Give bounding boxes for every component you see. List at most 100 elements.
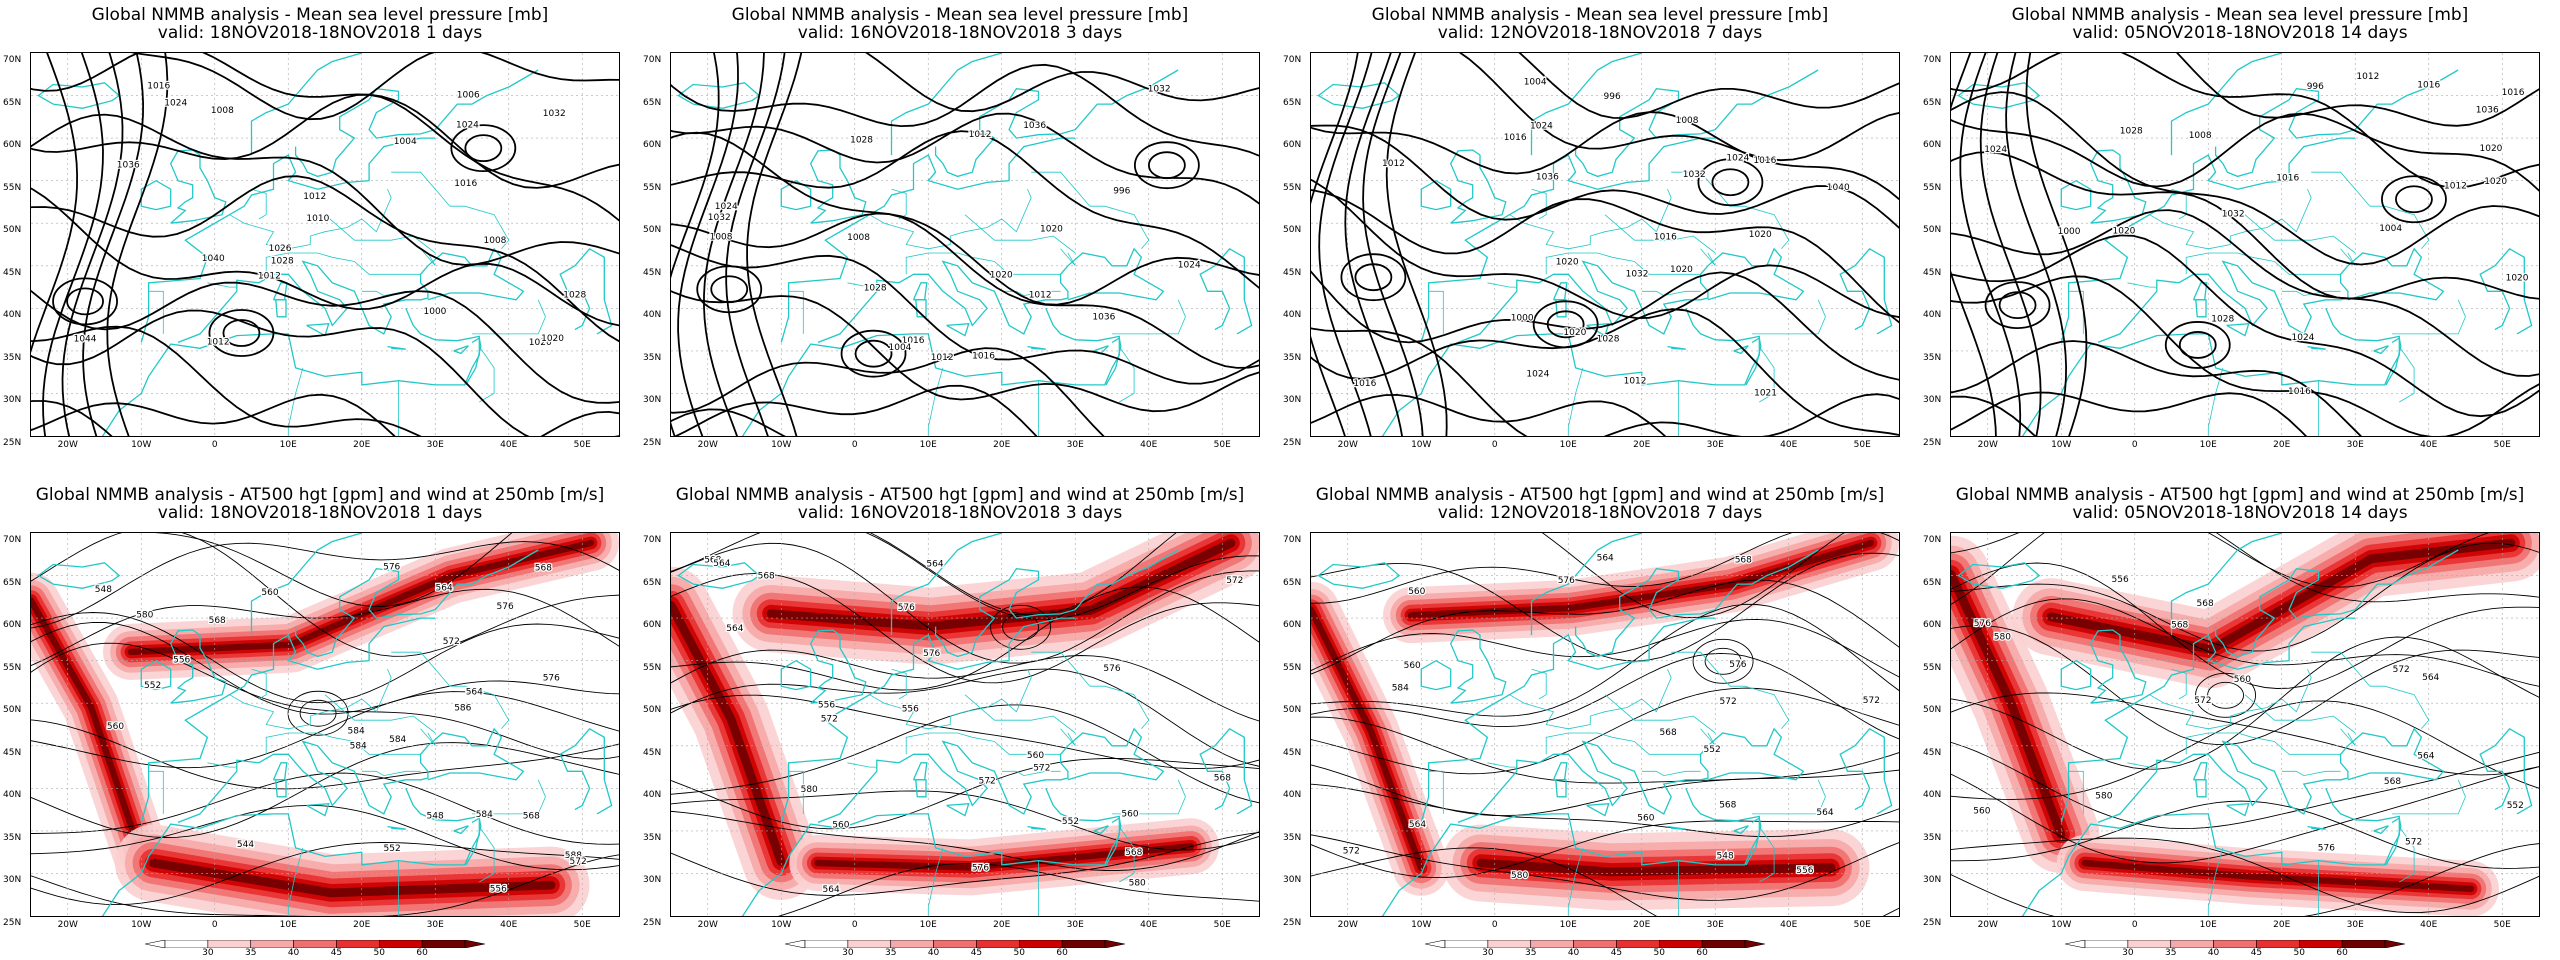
map-area: 1044 1040 1036 1032 1028 1024 1020 1016 1012 1008… <box>30 52 620 437</box>
contour-label: 564 <box>2417 752 2434 762</box>
lon-label: 10W <box>1411 920 1432 930</box>
contour-label: 1012 <box>1624 377 1647 387</box>
lat-label: 30N <box>643 395 662 405</box>
lon-label: 10E <box>279 440 297 450</box>
lat-label: 45N <box>643 267 662 278</box>
contour-label: 1016 <box>2417 80 2440 90</box>
contour-label: 564 <box>2422 673 2439 683</box>
contour-label: 552 <box>144 681 161 691</box>
lat-label: 65N <box>3 97 22 108</box>
lat-label: 70N <box>643 535 662 545</box>
contour-label: 572 <box>821 714 838 724</box>
lat-label: 25N <box>3 437 22 448</box>
contour-label: 1012 <box>1029 290 1052 300</box>
contour-label: 1016 <box>2288 387 2311 397</box>
contour-label: 1004 <box>394 137 417 147</box>
colorbar-swatch <box>804 940 849 948</box>
lon-label: 40E <box>1780 440 1798 450</box>
contour-label: 586 <box>454 704 471 714</box>
colorbar-swatch <box>1530 940 1574 948</box>
contour-label: 544 <box>237 840 254 850</box>
lat-label: 70N <box>643 55 662 65</box>
contour-label: 568 <box>704 556 721 566</box>
colorbar-swatch <box>421 940 466 948</box>
lon-label: 30E <box>2346 440 2364 450</box>
contour-label: 548 <box>1717 852 1734 862</box>
lon-label: 40E <box>1140 440 1158 450</box>
lat-label: 30N <box>1923 395 1942 405</box>
contour-label: 1012 <box>2444 182 2467 192</box>
contour-label: 572 <box>2405 838 2422 848</box>
contour-label: 1012 <box>1382 159 1405 169</box>
contour-label: 560 <box>1637 814 1654 824</box>
contour-label: 1016 <box>1353 379 1376 389</box>
contour-label: 1000 <box>2058 227 2081 237</box>
contour-label: 1024 <box>1726 153 1749 163</box>
contour-label: 576 <box>383 562 400 572</box>
contour-label: 560 <box>1404 661 1421 671</box>
panel-title: Global NMMB analysis - AT500 hgt [gpm] a… <box>1315 485 1885 505</box>
lat-label: 30N <box>1923 875 1942 885</box>
contour-label: 552 <box>1062 817 1079 827</box>
contour-label: 1012 <box>2356 72 2379 82</box>
contour-label: 1016 <box>902 336 925 346</box>
contour-label: 568 <box>1214 774 1231 784</box>
contour-label: 552 <box>2507 801 2524 811</box>
contour-label: 1040 <box>202 254 225 264</box>
map-area: 1016 1020 1024 1016 1032 1036 1040 1032 1028 1024… <box>1310 52 1900 437</box>
contour-label: 1032 <box>1626 270 1649 280</box>
map-svg: 1028 1032 1036 1036 1032 1028 1024 1020 1016 1012… <box>671 53 1259 436</box>
contour-label: 584 <box>389 735 406 745</box>
lon-label: 10W <box>771 440 792 450</box>
contour-label: 572 <box>443 637 460 647</box>
contour-label: 580 <box>1511 871 1528 881</box>
lat-label: 30N <box>3 875 22 885</box>
panel-title: Global NMMB analysis - AT500 hgt [gpm] a… <box>1955 485 2525 505</box>
wind-colorbar: 30 35 40 45 50 60 <box>1425 940 1765 958</box>
map-area: 580 584 576 572 568 584 588 544 548 552 556 560 564 5… <box>30 532 620 917</box>
lon-label: 30E <box>1066 440 1084 450</box>
panel-valid: valid: 05NOV2018-18NOV2018 14 days <box>2072 503 2408 523</box>
contour-label: 568 <box>2384 777 2401 787</box>
contour-label: 572 <box>979 777 996 787</box>
lat-label: 60N <box>3 620 22 630</box>
contour-label: 1024 <box>1526 369 1549 379</box>
lat-label: 30N <box>1283 395 1302 405</box>
colorbar-label: 40 <box>2207 948 2220 958</box>
panel-title: Global NMMB analysis - Mean sea level pr… <box>731 5 1189 25</box>
contour-label: 1012 <box>969 130 992 140</box>
lon-label: 20E <box>2273 920 2291 930</box>
lat-label: 25N <box>1923 917 1942 928</box>
lat-label: 60N <box>1283 620 1302 630</box>
contour-label: 996 <box>2307 82 2324 92</box>
contour-label: 1028 <box>2211 315 2234 325</box>
contour-label: 1032 <box>1683 170 1706 180</box>
colorbar-swatch <box>207 940 252 948</box>
lon-label: 10W <box>131 920 152 930</box>
lat-label: 40N <box>3 790 22 800</box>
lon-label: 10W <box>2051 920 2072 930</box>
lat-label: 60N <box>1923 620 1942 630</box>
lat-label: 65N <box>1283 577 1302 588</box>
lon-label: 20E <box>2273 440 2291 450</box>
contour-label: 1024 <box>1530 122 1553 132</box>
contour-label: 1016 <box>2502 88 2525 98</box>
lat-label: 40N <box>1283 310 1302 320</box>
contour-label: 568 <box>1125 848 1142 858</box>
lat-label: 50N <box>1283 705 1302 715</box>
contour-label: 1004 <box>889 343 912 353</box>
colorbar-swatch <box>1701 940 1746 948</box>
lon-label: 40E <box>2420 920 2438 930</box>
colorbar-label: 35 <box>1524 948 1537 958</box>
map-area: 548 552 556 560 564 568 572 560 564 568 572 576 580 5… <box>1310 532 1900 917</box>
lon-label: 10W <box>771 920 792 930</box>
contour-label: 568 <box>209 616 226 626</box>
contour-label: 552 <box>384 844 401 854</box>
lat-label: 35N <box>643 832 662 843</box>
contour-label: 556 <box>2112 575 2129 585</box>
colorbar-swatch <box>378 940 423 948</box>
colorbar-swatch <box>1018 940 1063 948</box>
panel-mslp-1d: Global NMMB analysis - Mean sea level pr… <box>0 0 640 480</box>
contour-label: 548 <box>95 585 112 595</box>
panel-z500-1d: Global NMMB analysis - AT500 hgt [gpm] a… <box>0 480 640 960</box>
